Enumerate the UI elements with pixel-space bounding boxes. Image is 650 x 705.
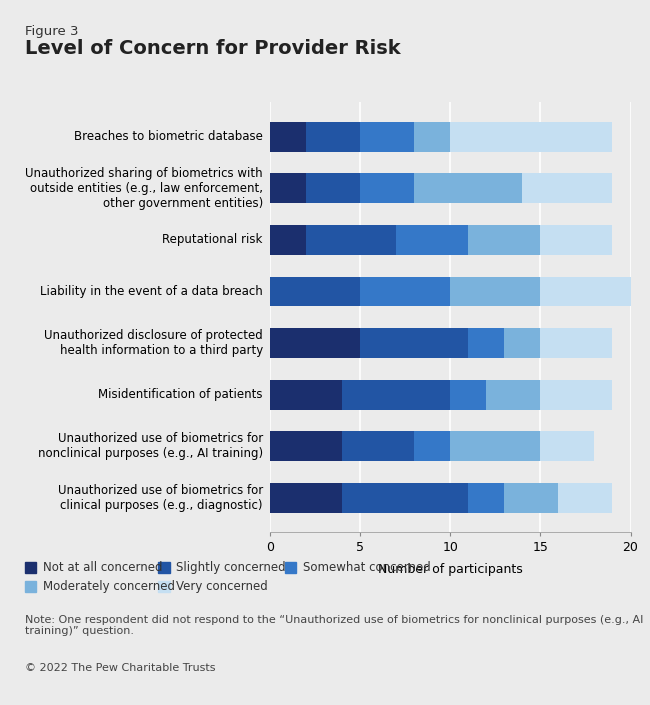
Text: © 2022 The Pew Charitable Trusts: © 2022 The Pew Charitable Trusts bbox=[25, 663, 215, 673]
Bar bbox=[540, 328, 612, 358]
Bar bbox=[468, 225, 540, 255]
Text: Figure 3: Figure 3 bbox=[25, 25, 78, 37]
Bar bbox=[396, 225, 468, 255]
Bar bbox=[486, 380, 540, 410]
Bar bbox=[540, 225, 612, 255]
Bar bbox=[270, 431, 342, 461]
Bar bbox=[342, 431, 414, 461]
Bar bbox=[414, 431, 450, 461]
Bar bbox=[342, 483, 468, 513]
Bar bbox=[342, 380, 450, 410]
Bar bbox=[270, 173, 306, 203]
Bar bbox=[306, 122, 360, 152]
Text: Somewhat concerned: Somewhat concerned bbox=[303, 561, 431, 574]
Bar bbox=[523, 173, 612, 203]
Bar bbox=[270, 225, 306, 255]
Text: Not at all concerned: Not at all concerned bbox=[43, 561, 162, 574]
Bar bbox=[540, 431, 594, 461]
Bar bbox=[450, 431, 540, 461]
Text: Slightly concerned: Slightly concerned bbox=[176, 561, 286, 574]
Bar bbox=[450, 276, 540, 307]
Bar bbox=[558, 483, 612, 513]
Bar bbox=[540, 276, 630, 307]
Bar bbox=[504, 483, 558, 513]
Text: Level of Concern for Provider Risk: Level of Concern for Provider Risk bbox=[25, 39, 400, 58]
Bar bbox=[414, 122, 450, 152]
Bar bbox=[270, 276, 360, 307]
Bar bbox=[270, 380, 342, 410]
Bar bbox=[414, 173, 523, 203]
Bar bbox=[360, 122, 414, 152]
Text: Note: One respondent did not respond to the “Unauthorized use of biometrics for : Note: One respondent did not respond to … bbox=[25, 615, 643, 637]
X-axis label: Number of participants: Number of participants bbox=[378, 563, 523, 576]
Bar bbox=[360, 173, 414, 203]
Bar bbox=[468, 483, 504, 513]
Bar bbox=[468, 328, 504, 358]
Bar bbox=[270, 483, 342, 513]
Bar bbox=[270, 122, 306, 152]
Bar bbox=[306, 225, 396, 255]
Bar bbox=[306, 173, 360, 203]
Bar bbox=[270, 328, 360, 358]
Bar bbox=[360, 276, 450, 307]
Bar bbox=[540, 380, 612, 410]
Bar bbox=[504, 328, 540, 358]
Text: Moderately concerned: Moderately concerned bbox=[43, 580, 175, 593]
Bar bbox=[360, 328, 468, 358]
Text: Very concerned: Very concerned bbox=[176, 580, 268, 593]
Bar bbox=[450, 380, 486, 410]
Bar bbox=[450, 122, 612, 152]
